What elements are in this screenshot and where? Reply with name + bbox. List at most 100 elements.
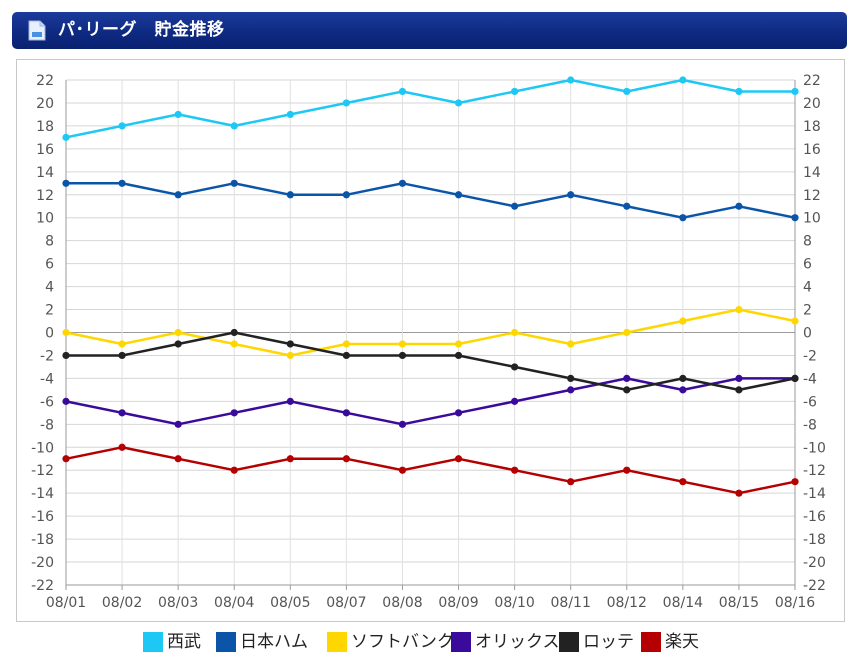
data-point [511,397,519,405]
data-point [398,351,407,360]
data-point [623,466,631,474]
series-5 [62,328,799,394]
y-tick-label-left: 18 [36,119,54,135]
data-point [118,122,126,130]
data-point [174,455,182,463]
data-point [567,374,575,383]
data-point [342,409,350,417]
data-point [230,328,238,337]
y-tick-label-left: 10 [36,211,54,227]
data-point [286,191,294,199]
x-tick-label: 08/16 [775,595,815,611]
y-tick-label-left: -12 [31,463,54,479]
data-point [342,455,350,463]
data-point [174,110,182,119]
data-point [623,386,631,394]
data-point [511,202,519,210]
legend-label: ソフトバンク [351,632,454,652]
data-point [398,87,407,96]
y-tick-label-right: -14 [803,486,826,502]
x-tick-label: 08/05 [270,595,310,611]
y-tick-label-left: -4 [40,371,54,387]
data-point [62,328,70,337]
data-point [230,179,238,187]
data-point [174,328,182,337]
data-point [791,317,799,325]
data-point [62,455,70,463]
y-tick-label-left: -2 [40,348,54,364]
data-point [62,179,70,187]
data-point [679,374,687,383]
series-line [66,182,796,219]
y-tick-label-right: 10 [803,211,821,227]
data-point [623,374,631,383]
legend-swatch [641,632,661,652]
data-point [286,397,294,405]
data-point [567,478,575,486]
line-chart: -22 -22-20 -20-18 -18-16 -16-14 -14-12 -12-10-… [31,73,826,611]
data-point [567,191,575,199]
data-point [623,202,631,210]
data-point [791,87,799,96]
series-line [65,446,796,495]
y-tick-label-right: 18 [803,119,821,135]
data-point [679,214,687,222]
y-tick-label-right: 8 [803,234,812,250]
x-tick-label: 08/12 [607,595,647,611]
series-3 [62,305,799,360]
data-point [174,420,182,428]
document-icon [28,20,46,41]
series-line [65,377,795,426]
data-point [735,374,743,383]
legend-label: 日本ハム [240,632,308,652]
data-point [735,87,743,96]
y-tick-label-left: -18 [31,532,54,548]
data-point [679,478,687,486]
data-point [342,351,350,360]
data-point [286,110,294,119]
x-tick-label: 08/11 [551,595,591,611]
data-point [454,340,463,348]
data-point [62,397,70,405]
series-line [66,331,796,392]
x-tick-label: 08/08 [382,595,422,611]
data-point [511,328,519,337]
data-point [567,76,575,84]
legend-label: ロッテ [583,632,634,652]
x-tick-label: 08/02 [102,595,142,611]
y-tick-label-left: -22 [31,578,54,594]
data-point [230,466,238,474]
data-point [791,374,799,383]
data-point [398,420,407,428]
y-tick-label-left: 8 [45,234,54,250]
header-bar: パ･リーグ 貯金推移 [12,12,847,49]
data-point [118,179,126,187]
y-tick-label-left: -14 [31,486,54,502]
y-tick-label-right: 4 [803,280,812,296]
series-4 [62,374,799,428]
y-tick-label-left: 16 [36,142,54,158]
data-point [286,455,294,463]
data-point [398,466,407,474]
data-point [286,351,294,360]
legend-swatch [143,632,163,652]
y-tick-label-right: -12 [803,463,826,479]
data-point [454,409,463,417]
series-1 [62,76,799,141]
data-point [398,179,407,187]
chart-panel: -22 -22 -20 -20 -18 -18 -16 -16 -14 -14 -12 -12 -10-… [16,59,845,622]
y-tick-label-left: -10 [31,440,54,456]
y-tick-label-left: 4 [45,280,54,296]
y-tick-label-right: -16 [803,509,826,525]
data-point [230,122,238,130]
data-point [735,305,743,314]
data-point [567,386,575,394]
y-tick-label-right: 22 [803,73,821,89]
x-tick-label: 08/15 [719,595,759,611]
series-line [65,308,796,357]
y-tick-label-right: -4 [803,371,817,387]
y-tick-label-right: -20 [803,555,826,571]
data-point [62,351,70,360]
y-tick-label-right: 20 [803,96,821,112]
legend-swatch [216,632,236,652]
